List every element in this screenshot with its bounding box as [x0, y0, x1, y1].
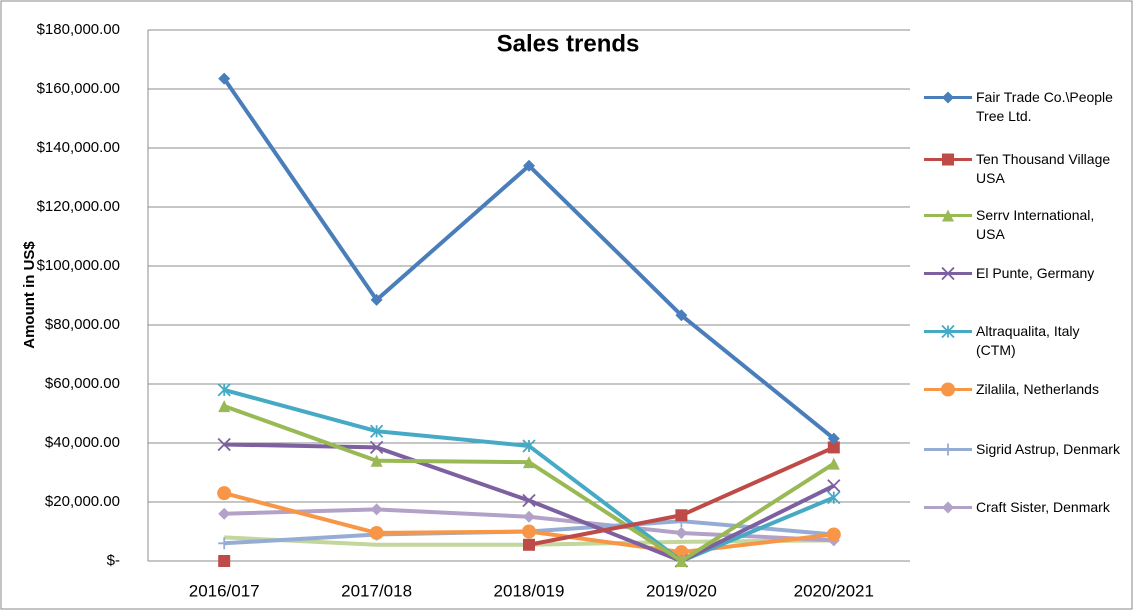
legend-icon	[924, 266, 972, 281]
marker	[942, 91, 954, 104]
marker	[522, 493, 536, 508]
marker	[942, 443, 954, 456]
marker	[217, 383, 231, 397]
marker	[827, 441, 840, 454]
legend-label: Zilalila, Netherlands	[976, 381, 1099, 397]
marker	[218, 555, 231, 567]
legend-item: Craft Sister, Denmark	[920, 498, 1125, 517]
legend-icon	[924, 209, 972, 222]
legend-label: Craft Sister, Denmark	[976, 499, 1110, 515]
y-tick-label: $80,000.00	[45, 316, 120, 333]
legend-label: Serrv International, USA	[976, 207, 1095, 242]
legend-item: Altraqualita, Italy (CTM)	[920, 322, 1125, 360]
marker	[941, 324, 955, 339]
marker	[523, 510, 535, 523]
marker	[218, 400, 231, 413]
marker	[369, 424, 384, 438]
marker	[369, 440, 384, 455]
legend-icon	[924, 91, 972, 104]
marker	[369, 525, 384, 540]
y-tick-label: $20,000.00	[45, 493, 120, 510]
marker	[523, 456, 535, 469]
marker	[523, 538, 535, 551]
legend-item: El Punte, Germany	[920, 264, 1125, 283]
legend-label: Ten Thousand Village USA	[976, 151, 1111, 186]
marker	[218, 507, 231, 520]
x-tick-label: 2016/017	[189, 581, 260, 600]
marker	[675, 309, 688, 322]
marker	[522, 439, 536, 453]
marker	[675, 526, 688, 539]
legend-item: Ten Thousand Village USA	[920, 150, 1125, 188]
marker	[675, 555, 688, 567]
marker	[942, 153, 954, 166]
marker	[674, 545, 689, 560]
marker	[827, 457, 840, 470]
marker	[522, 524, 536, 539]
y-tick-label: $60,000.00	[45, 375, 120, 392]
legend-icon	[924, 443, 972, 456]
legend-label: Fair Trade Co.\People Tree Ltd.	[976, 89, 1113, 124]
legend-icon	[924, 501, 972, 514]
marker	[826, 527, 841, 542]
y-tick-label: $180,000.00	[37, 21, 120, 38]
marker	[370, 503, 383, 516]
marker	[218, 537, 231, 550]
y-tick-label: $140,000.00	[37, 139, 120, 156]
marker	[941, 266, 955, 281]
marker	[523, 159, 535, 172]
y-tick-label: $-	[107, 552, 120, 569]
legend-icon	[924, 382, 972, 397]
marker	[827, 479, 841, 493]
legend-label: Sigrid Astrup, Denmark	[976, 441, 1120, 457]
marker	[218, 72, 231, 85]
y-tick-label: $160,000.00	[37, 80, 120, 97]
chart-title: Sales trends	[497, 30, 640, 57]
legend-item: Sigrid Astrup, Denmark	[920, 440, 1125, 459]
marker	[827, 490, 841, 505]
marker	[942, 501, 954, 514]
marker	[217, 486, 232, 501]
legend-item: Serrv International, USA	[920, 206, 1125, 244]
x-tick-label: 2018/019	[494, 581, 565, 600]
marker	[370, 454, 383, 467]
marker	[370, 293, 383, 306]
y-tick-label: $120,000.00	[37, 198, 120, 215]
marker	[827, 432, 840, 445]
y-axis-label: Amount in US$	[21, 241, 38, 349]
y-tick-label: $100,000.00	[37, 257, 120, 274]
y-tick-label: $40,000.00	[45, 434, 120, 451]
x-tick-label: 2019/020	[646, 581, 717, 600]
x-tick-label: 2020/2021	[794, 581, 874, 600]
legend-label: Altraqualita, Italy (CTM)	[976, 323, 1080, 358]
x-tick-label: 2017/018	[341, 581, 412, 600]
legend-item: Zilalila, Netherlands	[920, 380, 1125, 399]
legend-item: Fair Trade Co.\People Tree Ltd.	[920, 88, 1125, 126]
marker	[217, 437, 231, 452]
marker	[941, 382, 955, 397]
marker	[942, 209, 954, 222]
legend-icon	[924, 324, 972, 339]
marker	[675, 509, 688, 522]
legend-label: El Punte, Germany	[976, 265, 1095, 281]
legend-icon	[924, 153, 972, 166]
